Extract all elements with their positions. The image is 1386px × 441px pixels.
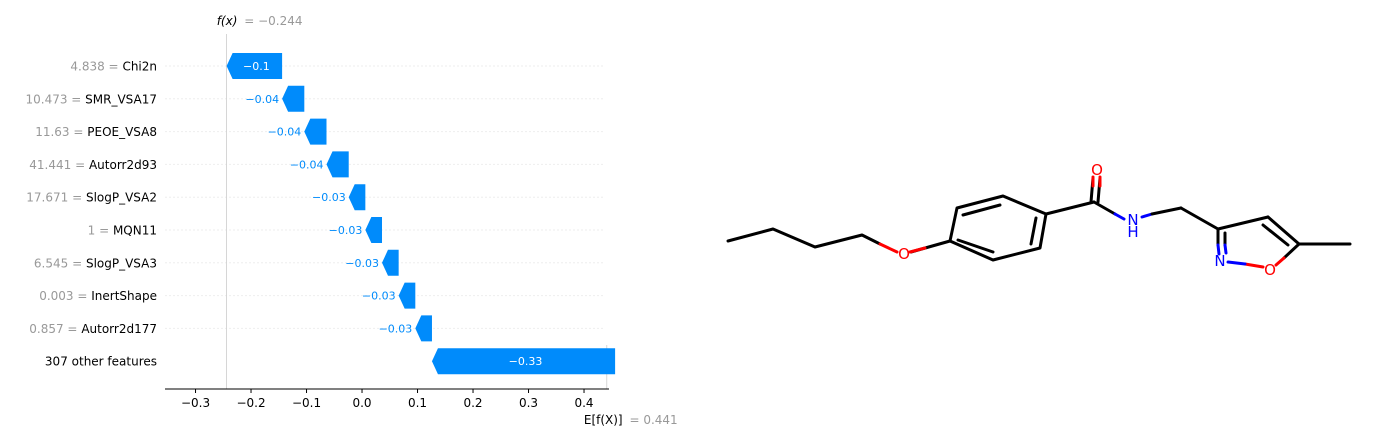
benzene-double-bond [1029,216,1038,246]
feature-label: 4.838 = Chi2n [70,60,157,74]
isoxazole-double-bond [1261,223,1290,247]
fx-annotation: f(x) = −0.244 [217,14,303,28]
x-tick-label: 0.3 [519,396,538,410]
amide-hydrogen-label: H [1127,223,1138,241]
shap-bar [326,151,349,178]
molecule-structure: O O N H N O [726,161,1352,279]
x-tick-label: 0.0 [352,396,371,410]
shap-value-label: −0.03 [329,224,363,237]
feature-name: Autorr2d177 [81,322,157,336]
waterfall-bars: −0.1 −0.04 −0.04 −0.04 −0.03 −0.03 −0.03 −0.03 −… [226,53,616,375]
efx-label: E[f(X)] [584,413,623,427]
feature-label: 6.545 = SlogP_VSA3 [34,256,157,270]
x-tick-label: 0.4 [574,396,593,410]
feature-name: SlogP_VSA3 [86,256,157,270]
feature-label: 41.441 = Autorr2d93 [29,158,157,172]
shap-bar [282,85,305,112]
feature-name: InertShape [91,289,157,303]
x-tick-label: 0.2 [463,396,482,410]
feature-value: 41.441 = [29,158,89,172]
feature-name: Autorr2d93 [89,158,157,172]
feature-label: 0.003 = InertShape [39,289,157,303]
ether-bond-red-2 [908,246,927,254]
ch2-ring-bond [1179,206,1220,231]
isoxazole-o-n-red [1243,262,1265,269]
isoxazole-o-n-blue [1226,260,1247,266]
feature-value: 6.545 = [34,256,86,270]
isoxazole-bond [1216,215,1270,231]
benzene-double-bond [961,203,1002,217]
shap-value-label: −0.03 [379,322,413,335]
ether-bond-red [878,242,899,254]
feature-label: 307 other features [45,355,157,369]
carbonyl-oxygen-label: O [1091,161,1103,179]
efx-annotation: E[f(X)] = 0.441 [584,413,678,427]
shap-value-label: −0.04 [290,158,324,171]
feature-name: SMR_VSA17 [85,92,157,106]
shap-value-label: −0.03 [345,257,379,270]
fx-label: f(x) [217,14,238,28]
ring-carbonyl-bond [1044,200,1096,216]
butyl-chain-bond [726,227,882,249]
x-tick-label: −0.3 [181,396,210,410]
feature-label: 10.473 = SMR_VSA17 [25,92,157,106]
ring-nitrogen-label: N [1214,252,1225,270]
shap-bar [431,348,616,375]
amide-bond [1092,200,1117,216]
shap-waterfall-chart: −0.1 −0.04 −0.04 −0.04 −0.03 −0.03 −0.03 −0.03 −… [25,14,678,427]
shap-value-label: −0.1 [243,60,270,73]
feature-labels: 4.838 = Chi2n 10.473 = SMR_VSA17 11.63 = P… [25,60,157,369]
amide-bond-blue [1113,212,1126,221]
shap-bar [365,217,383,243]
shap-bar [382,249,399,276]
feature-name: 307 other features [45,355,157,369]
ether-oxygen-label: O [898,245,910,263]
shap-bar [398,282,416,309]
feature-label: 0.857 = Autorr2d177 [29,322,157,336]
shap-bar [226,53,283,79]
feature-value: 1 = [88,224,113,238]
efx-value: = 0.441 [629,413,677,427]
shap-value-label: −0.03 [312,191,346,204]
feature-name: MQN11 [113,224,157,238]
feature-label: 11.63 = PEOE_VSA8 [35,125,157,139]
feature-value: 17.671 = [26,191,86,205]
shap-bar [304,118,327,145]
feature-name: Chi2n [122,60,157,74]
ring-oxygen-label: O [1264,261,1276,279]
isoxazole-bond [1266,215,1301,246]
isoxazole-c-o-bond [1282,242,1301,260]
benzene-double-bond [956,238,995,254]
feature-value: 11.63 = [35,125,87,139]
feature-label: 17.671 = SlogP_VSA2 [26,191,157,205]
feature-value: 10.473 = [25,92,85,106]
isoxazole-c-o-red [1274,256,1286,267]
x-tick-label: −0.1 [292,396,321,410]
shap-value-label: −0.03 [362,290,396,303]
feature-name: PEOE_VSA8 [87,125,157,139]
feature-name: SlogP_VSA2 [86,191,157,205]
fx-value: = −0.244 [244,14,302,28]
feature-value: 4.838 = [70,60,122,74]
n-ch2-bond [1150,206,1183,216]
feature-value: 0.857 = [29,322,81,336]
shap-value-label: −0.04 [245,93,279,106]
feature-value: 0.003 = [39,289,91,303]
n-ch2-bond-blue [1140,212,1154,219]
feature-label: 1 = MQN11 [88,224,157,238]
shap-value-label: −0.04 [268,126,302,139]
shap-value-label: −0.33 [509,355,543,368]
shap-bar [348,184,366,211]
shap-bar [415,315,432,342]
x-tick-label: −0.2 [236,396,265,410]
isoxazole-c-n-blue [1216,243,1221,256]
isoxazole-cn-double-blue [1223,243,1228,255]
x-tick-label: 0.1 [408,396,427,410]
amide-nitrogen-label: N [1127,211,1138,229]
x-axis: −0.3 −0.2 −0.1 0.0 0.1 0.2 0.3 0.4 [165,388,609,410]
